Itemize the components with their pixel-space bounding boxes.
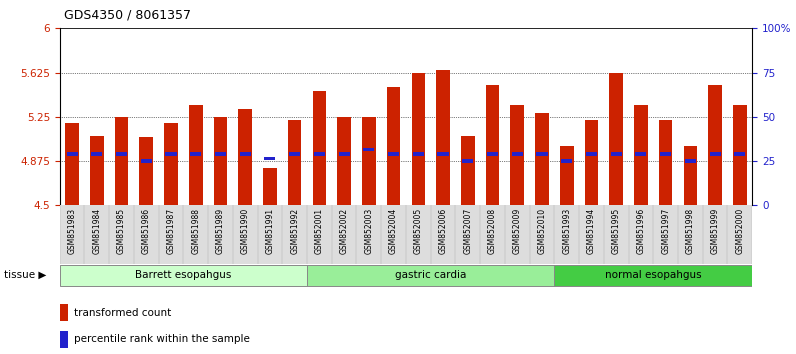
Text: GDS4350 / 8061357: GDS4350 / 8061357	[64, 8, 191, 21]
Bar	[462, 159, 474, 163]
Bar	[238, 109, 252, 205]
Bar	[314, 152, 325, 156]
Bar	[486, 85, 499, 205]
Bar	[90, 136, 103, 205]
Text: transformed count: transformed count	[73, 308, 171, 318]
Bar	[338, 117, 351, 205]
Text: GSM851996: GSM851996	[637, 208, 646, 255]
Text: percentile rank within the sample: percentile rank within the sample	[73, 334, 249, 344]
Text: GSM852005: GSM852005	[414, 208, 423, 255]
Text: GSM852006: GSM852006	[439, 208, 447, 255]
Bar	[660, 152, 671, 156]
Bar	[362, 117, 376, 205]
Bar	[535, 113, 548, 205]
Bar	[510, 105, 524, 205]
Bar	[610, 73, 623, 205]
Bar	[307, 265, 554, 286]
Bar	[554, 265, 752, 286]
Bar	[684, 146, 697, 205]
Text: normal esopahgus: normal esopahgus	[605, 270, 701, 280]
Bar	[734, 152, 745, 156]
Text: gastric cardia: gastric cardia	[395, 270, 466, 280]
Bar	[387, 87, 400, 205]
Bar	[60, 331, 68, 348]
Bar	[213, 117, 228, 205]
Text: GSM851998: GSM851998	[686, 208, 695, 255]
Bar	[412, 73, 425, 205]
Bar	[733, 105, 747, 205]
Text: GSM851990: GSM851990	[240, 208, 250, 255]
Bar	[264, 157, 275, 160]
Text: GSM852007: GSM852007	[463, 208, 472, 255]
Text: GSM851989: GSM851989	[216, 208, 225, 255]
Bar	[634, 105, 648, 205]
Bar	[635, 152, 646, 156]
Bar	[487, 152, 498, 156]
Text: GSM852010: GSM852010	[537, 208, 547, 255]
Text: GSM852003: GSM852003	[365, 208, 373, 255]
Text: GSM852004: GSM852004	[389, 208, 398, 255]
Text: GSM851994: GSM851994	[587, 208, 596, 255]
Bar	[461, 136, 474, 205]
Bar	[65, 123, 79, 205]
Bar	[313, 91, 326, 205]
Text: GSM851991: GSM851991	[265, 208, 275, 255]
Text: GSM851992: GSM851992	[291, 208, 299, 255]
Bar	[190, 152, 201, 156]
Bar	[116, 152, 127, 156]
Text: GSM851984: GSM851984	[92, 208, 101, 255]
Text: GSM851983: GSM851983	[68, 208, 76, 255]
Bar	[708, 85, 722, 205]
Bar	[60, 304, 68, 321]
Bar	[60, 265, 307, 286]
Bar	[586, 152, 597, 156]
Bar	[659, 120, 673, 205]
Text: GSM852001: GSM852001	[315, 208, 324, 255]
Bar	[560, 146, 574, 205]
Text: GSM851988: GSM851988	[191, 208, 201, 254]
Bar	[388, 152, 399, 156]
Bar	[413, 152, 424, 156]
Bar	[685, 159, 696, 163]
Bar	[561, 159, 572, 163]
Bar	[611, 152, 622, 156]
Bar	[67, 152, 78, 156]
Bar	[584, 120, 599, 205]
Bar	[240, 152, 251, 156]
Bar	[215, 152, 226, 156]
Bar	[363, 148, 374, 151]
Bar	[92, 152, 103, 156]
Text: GSM851997: GSM851997	[661, 208, 670, 255]
Text: GSM851995: GSM851995	[611, 208, 621, 255]
Bar	[166, 152, 177, 156]
Bar	[512, 152, 523, 156]
Bar	[436, 70, 450, 205]
Bar	[164, 123, 178, 205]
Bar	[289, 152, 300, 156]
Text: GSM851987: GSM851987	[166, 208, 175, 255]
Bar	[141, 159, 152, 163]
Text: GSM852009: GSM852009	[513, 208, 521, 255]
Text: GSM851999: GSM851999	[711, 208, 720, 255]
Text: GSM852000: GSM852000	[736, 208, 744, 255]
Bar	[288, 120, 302, 205]
Bar	[438, 152, 449, 156]
Bar	[709, 152, 720, 156]
Text: GSM851986: GSM851986	[142, 208, 150, 255]
Bar	[115, 117, 128, 205]
Text: GSM851985: GSM851985	[117, 208, 126, 255]
Text: GSM852002: GSM852002	[340, 208, 349, 255]
Text: tissue ▶: tissue ▶	[4, 270, 46, 280]
Text: GSM852008: GSM852008	[488, 208, 497, 255]
Text: Barrett esopahgus: Barrett esopahgus	[135, 270, 232, 280]
Text: GSM851993: GSM851993	[562, 208, 572, 255]
Bar	[537, 152, 548, 156]
Bar	[189, 105, 202, 205]
Bar	[139, 137, 153, 205]
Bar	[338, 152, 349, 156]
Bar	[263, 167, 277, 205]
